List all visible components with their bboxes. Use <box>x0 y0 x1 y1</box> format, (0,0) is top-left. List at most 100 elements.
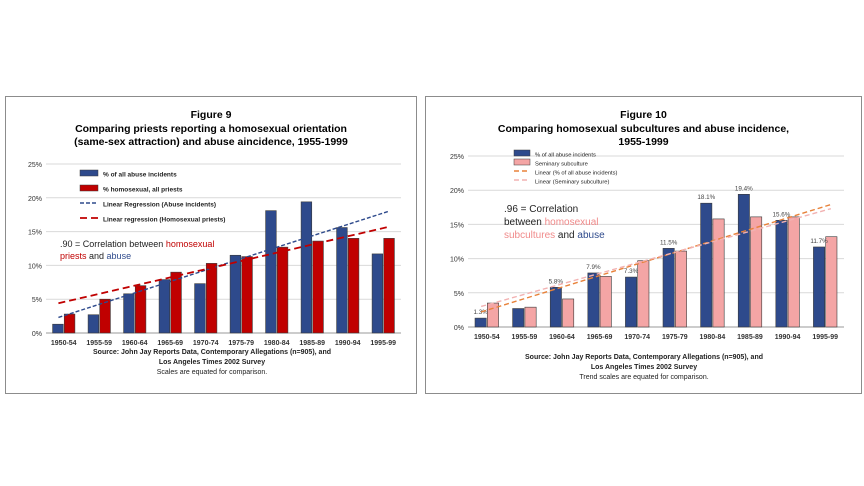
x-tick-label: 1975-79 <box>662 334 688 341</box>
x-tick-label: 1970-74 <box>624 334 650 341</box>
data-label: 18.1% <box>697 194 715 201</box>
bar-series-2 <box>524 306 537 328</box>
figure-10-title: Comparing homosexual subcultures and abu… <box>497 123 790 148</box>
bar-series-2 <box>675 250 687 328</box>
x-tick-label: 1995-99 <box>370 340 396 347</box>
x-tick-label: 1950-54 <box>51 340 77 347</box>
y-tick-label: 0% <box>454 325 464 332</box>
bar-abuse <box>229 254 242 334</box>
bar-abuse <box>123 293 135 334</box>
y-tick-label: 0% <box>32 331 42 338</box>
x-tick-label: 1980-84 <box>264 340 290 347</box>
data-label: 1.3% <box>473 309 488 316</box>
bar-series-2 <box>205 263 218 334</box>
data-label: 5.8% <box>549 278 564 285</box>
legend-swatch <box>79 169 99 177</box>
bar-abuse <box>549 287 562 328</box>
bar-series-2 <box>63 313 76 334</box>
y-tick-label: 5% <box>454 291 464 298</box>
data-label: 19.4% <box>735 185 753 192</box>
x-tick-label: 1975-79 <box>228 340 254 347</box>
correlation-annotation: .96 = Correlation <box>504 204 578 215</box>
legend-swatch <box>513 149 531 157</box>
bar-abuse <box>625 276 637 328</box>
bar-series-2 <box>712 218 725 328</box>
bar-abuse <box>158 279 171 334</box>
trendline <box>480 207 832 308</box>
x-tick-label: 1955-59 <box>512 334 538 341</box>
y-tick-label: 10% <box>28 263 42 270</box>
x-tick-label: 1985-89 <box>737 334 763 341</box>
x-tick-label: 1950-54 <box>474 334 500 341</box>
bar-series-2 <box>825 236 838 328</box>
legend-swatch <box>513 158 531 166</box>
correlation-annotation-line3: subcultures and abuse <box>504 230 605 241</box>
bar-abuse <box>474 317 487 328</box>
bar-series-2 <box>562 298 575 328</box>
data-label: 11.7% <box>810 238 828 245</box>
legend-swatch <box>79 184 99 192</box>
data-label: 7.3% <box>624 268 639 275</box>
legend-label: Linear (Seminary subculture) <box>535 180 609 186</box>
bar-series-2 <box>276 246 289 334</box>
bar-abuse <box>371 253 384 334</box>
legend-label: % homosexual, all priests <box>103 187 183 194</box>
bar-abuse <box>662 248 675 328</box>
y-tick-label: 25% <box>28 162 42 169</box>
bar-abuse <box>265 210 277 334</box>
data-label: 7.9% <box>586 264 601 271</box>
figure-9-chart: 0% 5% 10% 15% 20% 25% 1950-54 1955-59 1960-64 196… <box>28 162 401 376</box>
data-label: 15.6% <box>773 211 791 218</box>
x-tick-label: 1990-94 <box>775 334 801 341</box>
bar-series-2 <box>599 276 612 328</box>
figure-10-panel: Figure 10 Comparing homosexual subcultur… <box>425 96 862 394</box>
y-tick-label: 25% <box>450 154 464 161</box>
bar-abuse <box>512 308 525 328</box>
bar-series-2 <box>787 216 800 328</box>
correlation-annotation: .90 = Correlation between homosexual <box>60 239 214 249</box>
x-tick-label: 1965-69 <box>587 334 613 341</box>
figure-10-label: Figure 10 <box>620 109 667 121</box>
y-tick-label: 10% <box>450 257 464 264</box>
x-tick-label: 1960-64 <box>122 340 148 347</box>
legend-label: Linear regression (Homosexual priests) <box>103 217 225 224</box>
bar-abuse <box>194 283 206 334</box>
bar-series-2 <box>383 238 395 334</box>
source-line: Trend scales are equated for comparison. <box>579 374 708 381</box>
x-tick-label: 1995-99 <box>812 334 838 341</box>
legend-label: Seminary subculture <box>535 162 588 168</box>
x-tick-label: 1960-64 <box>549 334 575 341</box>
bar-series-2 <box>134 285 147 334</box>
trendline <box>58 210 389 319</box>
bar-abuse <box>52 323 64 334</box>
x-tick-label: 1980-84 <box>700 334 726 341</box>
source-line: Source: John Jay Reports Data, Contempor… <box>525 354 763 361</box>
bar-abuse <box>336 227 348 334</box>
y-tick-label: 15% <box>28 230 42 237</box>
source-line: Los Angeles Times 2002 Survey <box>159 359 265 366</box>
trendline <box>58 225 389 305</box>
figure-9-panel: Figure 9 Comparing priests reporting a h… <box>5 96 417 394</box>
x-tick-label: 1985-89 <box>299 340 325 347</box>
x-tick-label: 1955-59 <box>86 340 112 347</box>
source-line: Los Angeles Times 2002 Survey <box>591 364 697 371</box>
x-tick-label: 1965-69 <box>157 340 183 347</box>
bar-abuse <box>87 314 100 334</box>
bar-series-2 <box>312 240 324 334</box>
bar-abuse <box>300 201 313 334</box>
bar-abuse <box>775 219 788 328</box>
bar-abuse <box>587 272 600 328</box>
source-line: Source: John Jay Reports Data, Contempor… <box>93 349 331 356</box>
trendline <box>480 203 832 313</box>
x-tick-label: 1970-74 <box>193 340 219 347</box>
y-tick-label: 5% <box>32 297 42 304</box>
x-tick-label: 1990-94 <box>335 340 361 347</box>
bar-abuse <box>700 202 713 328</box>
figure-9-title: Comparing priests reporting a homosexual… <box>74 123 348 148</box>
bar-abuse <box>737 194 750 328</box>
figure-9-label: Figure 9 <box>190 109 232 121</box>
y-tick-label: 20% <box>28 196 42 203</box>
y-tick-label: 15% <box>450 222 464 229</box>
bar-series-2 <box>637 260 650 328</box>
bar-series-2 <box>99 298 111 334</box>
